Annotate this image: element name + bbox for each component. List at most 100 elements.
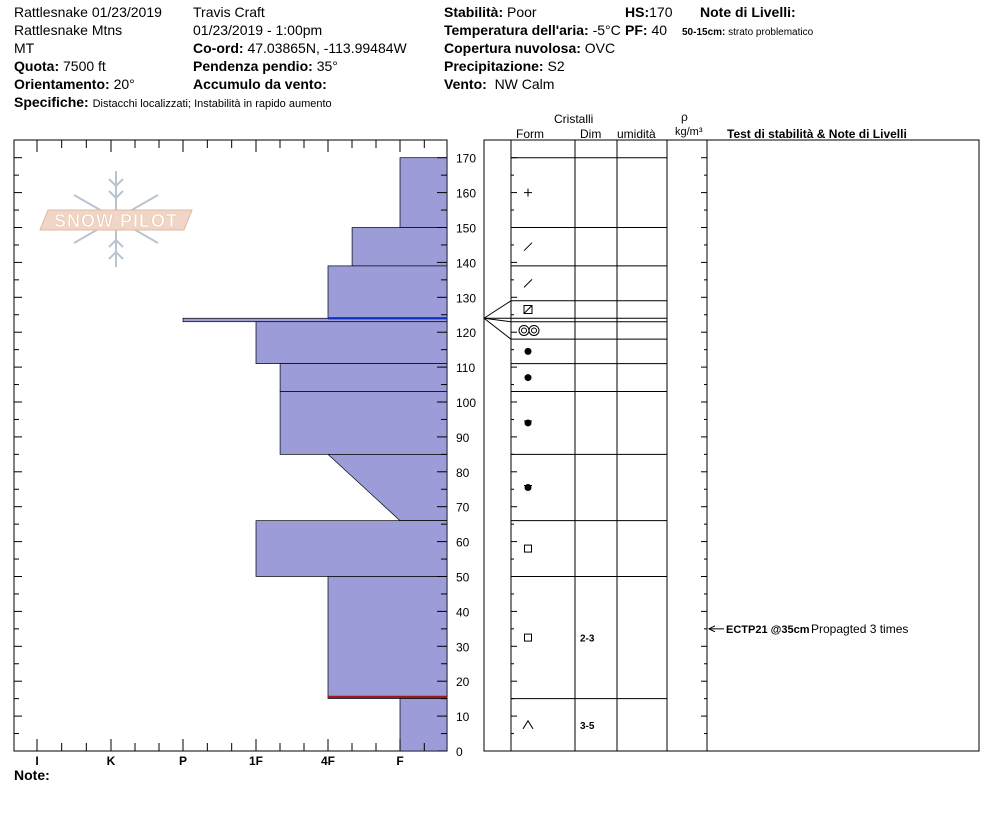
hardness-layer xyxy=(279,391,448,455)
wind-value: NW Calm xyxy=(494,76,555,92)
layer-notes-label: Note di Livelli: xyxy=(700,4,796,20)
snow-height: HS:170 xyxy=(625,4,672,20)
observer-name: Travis Craft xyxy=(193,4,265,20)
fan-line xyxy=(483,300,512,319)
depth-tick-label: 150 xyxy=(456,222,476,236)
foot-penetration-label: PF: xyxy=(625,22,648,38)
specifics: Specifiche: Distacchi localizzati; Insta… xyxy=(14,94,332,112)
layer-notes: 50-15cm: strato problematico xyxy=(682,25,813,41)
tests-header: Test di stabilità & Note di Livelli xyxy=(727,127,907,141)
hardness-layer xyxy=(327,576,448,700)
slope-angle-value: 35° xyxy=(316,58,338,74)
depth-tick-label: 170 xyxy=(456,152,476,166)
layer-notes-range: 50-15cm: xyxy=(682,27,726,38)
density-unit: kg/m³ xyxy=(675,126,703,138)
depth-tick-label: 100 xyxy=(456,396,476,410)
dim-header: Dim xyxy=(580,127,602,141)
test-arrow-head xyxy=(707,625,716,633)
hardness-layer xyxy=(327,265,448,319)
crystal-rounded xyxy=(524,347,532,355)
crystals-header: Cristalli xyxy=(554,112,594,126)
coordinates-label: Co-ord: xyxy=(193,40,244,56)
test-results: ECTP21 @35cm Propagted 3 times xyxy=(707,622,908,636)
precipitation-label: Precipitazione: xyxy=(444,58,544,74)
hardness-axis: I K P 1F 4F F xyxy=(35,140,425,768)
crystal-rounded-faceting xyxy=(524,484,532,492)
form-header: Form xyxy=(516,127,544,141)
depth-tick-label: 40 xyxy=(456,605,470,619)
crystal-dim-label: 3-5 xyxy=(580,721,595,732)
crystal-rounded xyxy=(524,374,532,382)
hardness-layer xyxy=(351,227,448,267)
depth-tick-label: 20 xyxy=(456,675,470,689)
crystal-melt-freeze-cluster xyxy=(518,324,540,336)
hardness-tick-label: F xyxy=(396,754,403,768)
snowpilot-logo: SNOW PILOT xyxy=(39,171,193,267)
coordinates: Co-ord: 47.03865N, -113.99484W xyxy=(193,40,407,56)
snow-height-value: 170 xyxy=(649,4,673,20)
coordinates-value: 47.03865N, -113.99484W xyxy=(247,40,407,56)
depth-tick-label: 140 xyxy=(456,256,476,270)
air-temperature-value: -5°C xyxy=(592,22,621,38)
elevation-label: Quota: xyxy=(14,58,60,74)
wind: Vento: NW Calm xyxy=(444,76,554,92)
notes-label: Note: xyxy=(14,767,50,783)
slope-angle-label: Pendenza pendio: xyxy=(193,58,313,74)
cloud-cover: Copertura nuvolosa: OVC xyxy=(444,40,615,56)
elevation-value: 7500 ft xyxy=(63,58,106,74)
crystal-table-frame xyxy=(483,139,980,752)
observation-datetime: 01/23/2019 - 1:00pm xyxy=(193,22,323,38)
depth-tick-label: 120 xyxy=(456,326,476,340)
hardness-layers xyxy=(182,157,448,752)
snow-height-label: HS: xyxy=(625,4,650,20)
foot-penetration: PF: 40 xyxy=(625,22,667,38)
depth-tick-label: 0 xyxy=(456,745,463,759)
stability-value: Poor xyxy=(507,4,537,20)
crystal-faceted xyxy=(524,544,532,553)
depth-tick-label: 80 xyxy=(456,466,470,480)
fan-line xyxy=(483,317,512,340)
depth-tick-label: 160 xyxy=(456,187,476,201)
hardness-tick-label: 1F xyxy=(249,754,263,768)
crystal-depth-hoar xyxy=(522,719,534,730)
moisture-header: umidità xyxy=(617,127,656,141)
hardness-tick-label: I xyxy=(35,754,38,768)
crystal-/ xyxy=(523,278,533,288)
marker-lines xyxy=(328,317,447,699)
elevation: Quota: 7500 ft xyxy=(14,58,106,74)
cloud-cover-value: OVC xyxy=(584,40,616,56)
crystal-rounded-faceting xyxy=(524,419,532,427)
state: MT xyxy=(14,40,35,56)
depth-tick-label: 70 xyxy=(456,501,470,515)
wind-loading-label: Accumulo da vento: xyxy=(193,76,327,92)
hardness-layer xyxy=(255,520,448,577)
hardness-tick-label: 4F xyxy=(321,754,335,768)
precipitation: Precipitazione: S2 xyxy=(444,58,565,74)
hardness-layer xyxy=(327,454,448,522)
air-temperature-label: Temperatura dell'aria: xyxy=(444,22,589,38)
hardness-layer xyxy=(399,698,448,752)
stability-label: Stabilità: xyxy=(444,4,504,20)
wind-label: Vento: xyxy=(444,76,487,92)
layer-notes-text: strato problematico xyxy=(728,27,814,38)
depth-tick-label: 110 xyxy=(456,361,475,375)
crystal-+ xyxy=(524,188,532,197)
aspect-label: Orientamento: xyxy=(14,76,110,92)
density-symbol: ρ xyxy=(681,110,688,124)
depth-tick-label: 50 xyxy=(456,571,470,585)
crystal-symbols: 2-3 3-5 xyxy=(518,188,595,732)
logo-text: SNOW PILOT xyxy=(54,211,178,231)
crystal-/ xyxy=(523,242,533,252)
hardness-layer xyxy=(255,321,448,364)
depth-tick-label: 30 xyxy=(456,640,470,654)
stability: Stabilità: Poor xyxy=(444,4,537,20)
specifics-value: Distacchi localizzati; Instabilità in ra… xyxy=(92,98,332,110)
hardness-layer xyxy=(279,363,448,392)
fan-line xyxy=(483,317,512,323)
specifics-label: Specifiche: xyxy=(14,94,89,110)
crystal-faceted xyxy=(524,633,532,642)
hardness-tick-label: K xyxy=(107,754,116,768)
precipitation-value: S2 xyxy=(547,58,565,74)
test-note: Propagted 3 times xyxy=(811,622,908,636)
